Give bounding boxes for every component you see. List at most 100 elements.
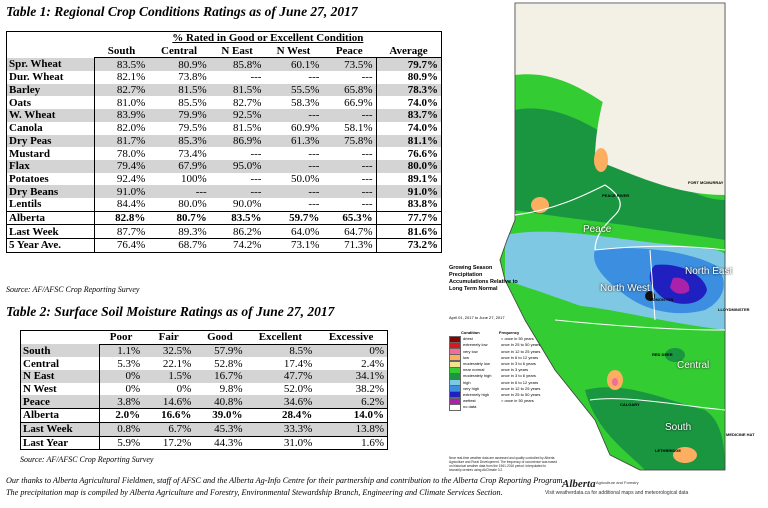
row-label: Mustard <box>6 147 96 160</box>
row-label: Central <box>20 357 100 371</box>
table-cell: 31.0% <box>245 435 316 450</box>
city-peace-river: PEACE RIVER <box>602 193 630 198</box>
map-note: Near real-time weather data are assessed… <box>449 456 558 472</box>
table-cell: --- <box>148 185 210 198</box>
table-cell: 79.4% <box>94 159 149 173</box>
table-cell: 83.9% <box>94 109 149 122</box>
table-cell: 82.0% <box>116 122 146 135</box>
table-cell: 0% <box>125 383 141 396</box>
row-label: Canola <box>6 121 96 135</box>
wettest-zone <box>670 277 690 294</box>
table-cell: 28.4% <box>245 408 316 423</box>
low-patch-southeast <box>673 447 697 463</box>
table-cell: 76.4% <box>94 238 149 253</box>
table-cell: 45.3% <box>194 421 246 436</box>
table-cell: 78.0% <box>116 147 146 160</box>
table-cell: --- <box>308 198 320 211</box>
table-row: Barley 82.7% 81.5% 81.5% 55.5% 65.8% 78.3% <box>6 83 442 97</box>
table-cell: --- <box>250 71 262 84</box>
table-cell: 5.9% <box>99 435 144 450</box>
column-header: Poor <box>99 330 144 345</box>
column-header: South <box>94 44 149 59</box>
region-boundary-south <box>589 398 726 411</box>
table-row: Flax 79.4% 67.9% 95.0% --- --- 80.0% <box>6 159 442 173</box>
table-cell: 84.4% <box>116 198 146 211</box>
table-cell: 2.4% <box>361 357 384 370</box>
dry-patch-northwest <box>645 291 655 301</box>
table-cell: 75.8% <box>322 134 377 148</box>
region-boundary-central <box>554 319 726 331</box>
city-fort-mcmurray: FORT MCMURRAY <box>688 180 724 185</box>
table-row: South 1.1% 32.5% 57.9% 8.5% 0% <box>20 344 388 358</box>
table-row: W. Wheat 83.9% 79.9% 92.5% --- --- 83.7% <box>6 109 442 122</box>
legend-frequency-header: Frequency <box>499 330 520 336</box>
table-cell: 14.6% <box>143 395 195 409</box>
legend-frequency: once in 3 to 6 years <box>501 373 536 379</box>
column-header: N East <box>209 44 265 59</box>
legend-condition: driest <box>463 336 473 342</box>
column-header: Good <box>194 330 246 345</box>
table-cell: 82.1% <box>116 71 146 84</box>
legend-condition: low <box>463 354 470 360</box>
row-label: Dry Peas <box>6 134 96 148</box>
region-boundary-nwne <box>649 249 656 321</box>
table-cell: 0.8% <box>99 421 144 436</box>
row-label: 5 Year Ave. <box>6 238 96 253</box>
table-cell: 13.8% <box>315 421 388 436</box>
table-cell: 80.0% <box>178 198 207 211</box>
table-cell: 1.6% <box>315 435 388 450</box>
column-header: Fair <box>143 330 195 345</box>
table-cell: 0% <box>315 344 388 358</box>
table-cell: 81.6% <box>375 224 442 239</box>
table-cell: 82.8% <box>94 210 149 225</box>
table-cell: 68.7% <box>148 238 210 253</box>
table-row: Last Year 5.9% 17.2% 44.3% 31.0% 1.6% <box>20 435 388 450</box>
map-footer: Visit weatherdata.ca for additional maps… <box>545 490 689 496</box>
table-cell: 44.3% <box>194 435 246 450</box>
table2-title: Table 2: Surface Soil Moisture Ratings a… <box>6 304 335 319</box>
table-cell: 50.0% <box>291 172 320 185</box>
table-cell: 0% <box>99 370 144 383</box>
table-cell: 33.3% <box>245 421 316 436</box>
table-row: Potatoes 92.4% 100% --- 50.0% --- 89.1% <box>6 172 442 186</box>
very-low-patch-south <box>612 378 618 386</box>
table-cell: 85.3% <box>148 134 210 148</box>
table-cell: 73.1% <box>264 238 323 253</box>
table-cell: 58.1% <box>344 122 373 135</box>
table-cell: 80.7% <box>148 210 210 225</box>
table-cell: 58.3% <box>291 96 320 109</box>
legend-frequency: once in 3 to 6 years <box>501 361 536 367</box>
table-cell: 81.5% <box>148 83 210 97</box>
table-cell: 59.7% <box>264 210 323 225</box>
alberta-logo: Alberta <box>562 478 596 490</box>
row-label: Alberta <box>6 210 96 225</box>
table-cell: 65.8% <box>322 83 377 97</box>
table-cell: --- <box>264 185 323 198</box>
table-cell: 60.9% <box>291 122 320 135</box>
table-row: Mustard 78.0% 73.4% --- --- --- 76.6% <box>6 147 442 160</box>
table-row: Central 5.3% 22.1% 52.8% 17.4% 2.4% <box>20 357 388 371</box>
table-cell: 34.6% <box>245 395 316 409</box>
table-cell: 22.1% <box>162 357 192 370</box>
table-cell: --- <box>322 109 377 122</box>
table-cell: 14.0% <box>315 408 388 423</box>
table-cell: 73.5% <box>322 57 377 72</box>
table-cell: 81.0% <box>116 96 146 109</box>
table-cell: --- <box>308 147 320 160</box>
legend-condition: very high <box>463 385 480 391</box>
table-cell: 57.9% <box>194 344 246 358</box>
table-cell: 79.5% <box>178 122 207 135</box>
table1-column-header-row: South Central N East N West Peace Average <box>7 44 442 59</box>
table-cell: 64.7% <box>322 224 377 239</box>
table-row: 5 Year Ave. 76.4% 68.7% 74.2% 73.1% 71.3% 73.2… <box>6 238 442 253</box>
table-cell: 40.8% <box>194 395 246 409</box>
column-header: Excessive <box>315 330 388 345</box>
table-cell: 80.9% <box>148 57 210 72</box>
table-cell: 83.7% <box>375 109 442 122</box>
row-label: Spr. Wheat <box>6 57 96 72</box>
table-cell: 16.7% <box>194 370 246 383</box>
table-cell: 85.8% <box>209 57 265 72</box>
table-cell: 80.0% <box>375 159 442 173</box>
row-label: N West <box>20 382 100 396</box>
city-edmonton: EDMONTON <box>650 297 674 302</box>
